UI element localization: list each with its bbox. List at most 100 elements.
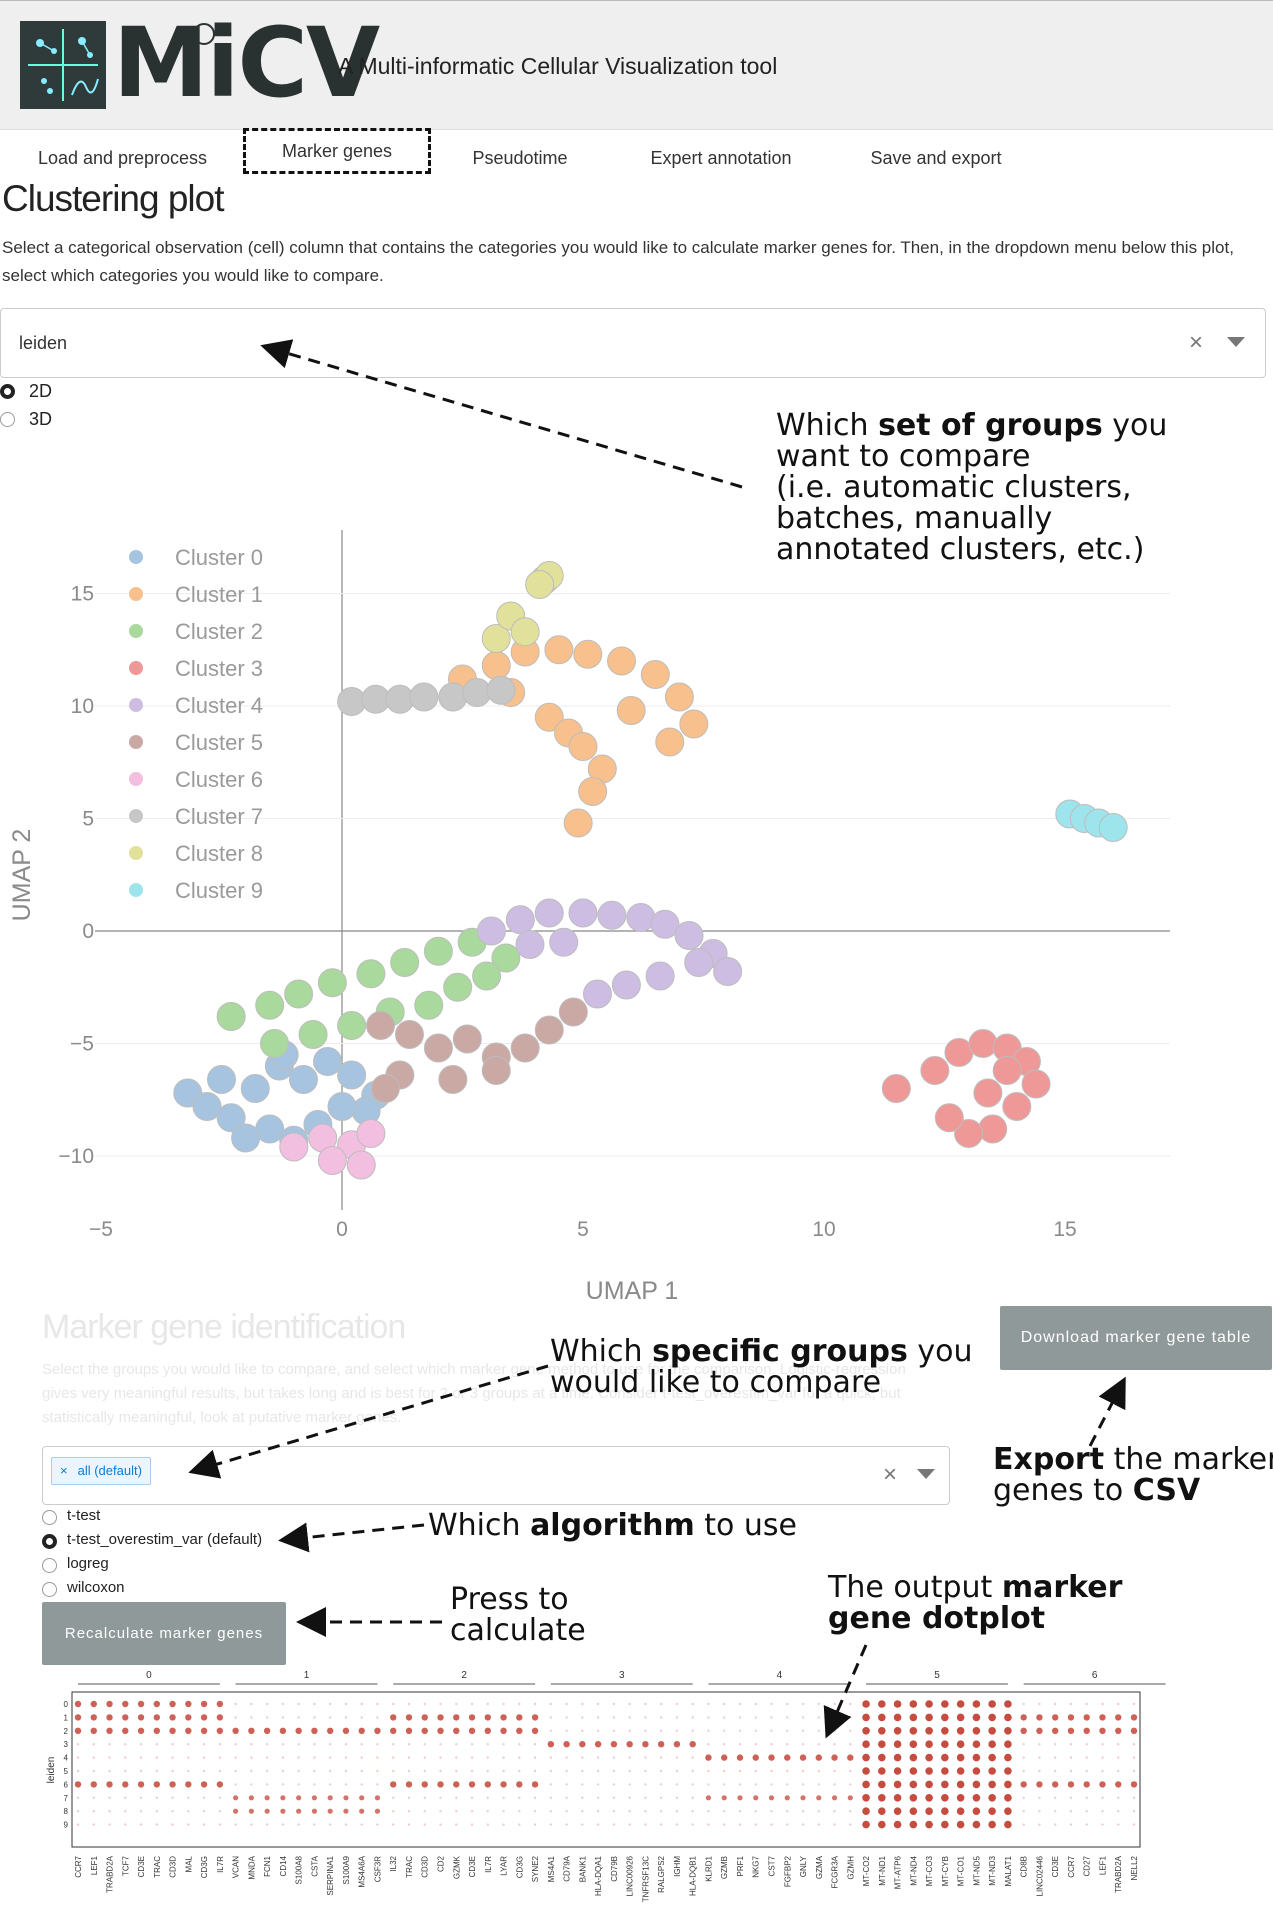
- dotplot-dot: [313, 1716, 316, 1719]
- dotplot-dot: [265, 1783, 269, 1786]
- dotplot-dot: [139, 1756, 143, 1759]
- dotplot-dot: [596, 1810, 600, 1813]
- dotplot-dot: [816, 1795, 822, 1801]
- dotplot-dot: [405, 1781, 413, 1788]
- dotplot-dot: [1022, 1823, 1025, 1826]
- dotplot-dot: [1117, 1823, 1120, 1826]
- dotplot-dot: [659, 1810, 663, 1813]
- legend-item-label: Cluster 5: [175, 730, 263, 755]
- dotplot-dot: [925, 1700, 933, 1708]
- radio-selected-icon[interactable]: [42, 1534, 57, 1549]
- dotplot-gene-label: CD3D: [421, 1856, 430, 1878]
- tab-marker-genes[interactable]: Marker genes: [243, 128, 431, 174]
- tab-expert-annotation[interactable]: Expert annotation: [650, 148, 792, 168]
- dotplot-dot: [1067, 1727, 1075, 1734]
- umap-point: [578, 777, 608, 806]
- dotplot-dot: [484, 1781, 491, 1788]
- dotplot-gene-label: CD3G: [515, 1856, 524, 1878]
- dotplot-dot: [155, 1796, 159, 1799]
- download-marker-table-button[interactable]: Download marker gene table: [1000, 1306, 1272, 1370]
- umap-point: [505, 905, 535, 935]
- dotplot-dot: [925, 1820, 933, 1829]
- dotplot-dot: [801, 1823, 805, 1826]
- dotplot-dot: [439, 1823, 442, 1826]
- chevron-down-icon[interactable]: [1227, 337, 1245, 347]
- dotplot-dot: [218, 1810, 222, 1813]
- dotplot-dot: [1004, 1713, 1012, 1722]
- clear-icon[interactable]: ×: [1189, 329, 1204, 356]
- clear-groups-icon[interactable]: ×: [883, 1461, 898, 1488]
- recalculate-marker-genes-button[interactable]: Recalculate marker genes: [42, 1602, 286, 1665]
- umap-point: [525, 570, 555, 599]
- dotplot-dot: [171, 1769, 174, 1773]
- dotplot-dot: [407, 1810, 411, 1813]
- dotplot-dot: [849, 1702, 852, 1706]
- dotplot-dot: [644, 1769, 647, 1773]
- dotplot-dot: [296, 1808, 302, 1814]
- tab-save-export[interactable]: Save and export: [870, 148, 1002, 168]
- dotplot-gene-label: CD3E: [468, 1856, 477, 1877]
- group-multi-select[interactable]: × all (default) ×: [42, 1446, 950, 1505]
- umap-point: [356, 959, 386, 989]
- chevron-down-icon[interactable]: [917, 1469, 935, 1479]
- legend-swatch: [129, 624, 143, 638]
- dotplot-dot: [155, 1756, 159, 1759]
- dotplot-dot: [250, 1702, 253, 1706]
- dotplot-dot: [878, 1780, 886, 1789]
- dotplot-dot: [90, 1714, 97, 1721]
- dotplot-gene-label: GNLY: [799, 1855, 808, 1877]
- dotplot-dot: [644, 1716, 647, 1719]
- dotplot-dot: [909, 1794, 918, 1802]
- marker-gene-dotplot[interactable]: 0 1 2 3 4 5 6 0 1 2 3 4 5 6 7 8 9 CCR7 LEF1 TRABD2A TCF7 CD…: [0, 1660, 1273, 1913]
- dotplot-dot: [1067, 1714, 1075, 1721]
- radio-empty-icon[interactable]: [42, 1558, 57, 1573]
- umap-point: [881, 1074, 911, 1103]
- dotplot-dot: [1083, 1727, 1090, 1734]
- dotplot-dot: [893, 1780, 902, 1789]
- dotplot-dot: [849, 1769, 852, 1773]
- umap-point: [549, 927, 579, 957]
- dotplot-dot: [234, 1743, 237, 1746]
- group-tag-all[interactable]: × all (default): [51, 1457, 151, 1485]
- umap-point: [626, 903, 656, 932]
- umap-point: [534, 898, 564, 928]
- dotplot-dot: [878, 1794, 886, 1802]
- umap-point: [231, 1123, 261, 1153]
- dotplot-dot: [817, 1769, 820, 1773]
- dotplot-dot: [76, 1743, 80, 1746]
- dotplot-dot: [893, 1794, 902, 1802]
- dotplot-dot: [1053, 1823, 1057, 1826]
- dotplot-dot: [185, 1700, 192, 1708]
- umap-point: [573, 639, 603, 669]
- tag-remove-icon[interactable]: ×: [60, 1463, 68, 1478]
- dotplot-dot: [455, 1769, 458, 1773]
- dotplot-dot: [218, 1743, 222, 1746]
- tab-load-preprocess[interactable]: Load and preprocess: [37, 148, 208, 168]
- dotplot-dot: [1101, 1743, 1104, 1746]
- dotplot-dot: [90, 1700, 97, 1708]
- dotplot-dot: [770, 1729, 773, 1732]
- dotplot-dot: [628, 1729, 631, 1732]
- dotplot-dot: [502, 1769, 505, 1773]
- dotplot-dot: [1022, 1810, 1025, 1813]
- radio-empty-icon[interactable]: [0, 412, 15, 427]
- dotplot-dot: [644, 1783, 647, 1786]
- dotplot-dot: [736, 1754, 744, 1761]
- dotplot-dot: [817, 1783, 820, 1786]
- obs-column-select[interactable]: leiden ×: [0, 308, 1266, 378]
- dotplot-dot: [786, 1716, 789, 1719]
- dotplot-dot: [752, 1754, 759, 1761]
- dotplot-dot: [202, 1769, 206, 1773]
- radio-empty-icon[interactable]: [42, 1582, 57, 1597]
- umap-point: [1002, 1092, 1032, 1121]
- radio-selected-icon[interactable]: [0, 384, 15, 399]
- dotplot-dot: [659, 1702, 663, 1706]
- dotplot-dot: [502, 1756, 505, 1759]
- radio-empty-icon[interactable]: [42, 1510, 57, 1525]
- dotplot-gene-label: MAL: [184, 1855, 193, 1872]
- tab-pseudotime[interactable]: Pseudotime: [472, 148, 568, 168]
- dotplot-dot: [233, 1808, 239, 1814]
- umap-point: [679, 709, 709, 739]
- dotplot-dot: [1038, 1823, 1041, 1826]
